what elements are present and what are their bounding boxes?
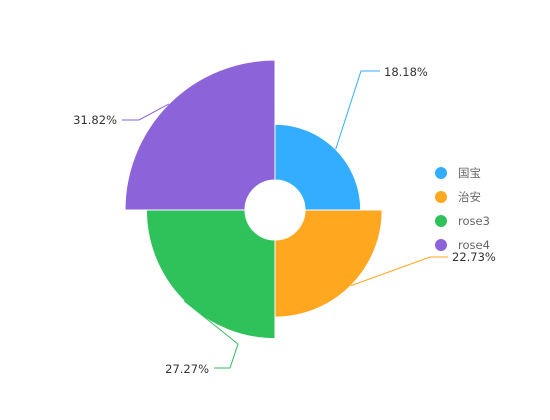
leader-line-0 <box>335 70 380 150</box>
legend-marker-0 <box>435 167 447 179</box>
leader-line-3 <box>122 103 170 121</box>
slice-治安[interactable] <box>274 209 383 318</box>
data-label-2: 27.27% <box>165 362 209 376</box>
legend-marker-2 <box>435 215 447 227</box>
data-label-0: 18.18% <box>384 65 428 79</box>
legend: 国宝 治安 rose3 rose4 <box>435 166 490 252</box>
legend-label-3: rose4 <box>458 238 490 252</box>
legend-item-0[interactable]: 国宝 <box>435 166 481 180</box>
leader-line-1 <box>350 256 448 287</box>
slice-rose4[interactable] <box>124 59 276 211</box>
data-labels: 18.18% 22.73% 27.27% 31.82% <box>73 65 496 376</box>
legend-label-1: 治安 <box>458 190 481 204</box>
legend-marker-1 <box>435 191 447 203</box>
leader-line-2 <box>183 300 239 369</box>
legend-marker-3 <box>435 239 447 251</box>
data-label-1: 22.73% <box>452 250 496 264</box>
legend-item-1[interactable]: 治安 <box>435 190 481 204</box>
legend-item-2[interactable]: rose3 <box>435 214 490 228</box>
slices <box>124 59 383 340</box>
leader-lines <box>122 70 448 369</box>
data-label-3: 31.82% <box>73 113 117 127</box>
legend-label-0: 国宝 <box>458 166 481 180</box>
slice-rose3[interactable] <box>145 209 276 340</box>
slice-国宝[interactable] <box>274 123 362 211</box>
legend-label-2: rose3 <box>458 214 490 228</box>
legend-item-3[interactable]: rose4 <box>435 238 490 252</box>
